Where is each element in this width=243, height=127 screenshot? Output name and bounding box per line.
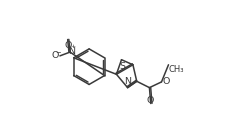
Text: −: − <box>55 50 61 56</box>
Text: N: N <box>124 77 131 86</box>
Text: O: O <box>146 96 154 105</box>
Text: CH₃: CH₃ <box>169 65 184 74</box>
Text: O: O <box>52 51 59 60</box>
Text: O: O <box>162 77 170 86</box>
Text: N: N <box>68 47 75 56</box>
Text: S: S <box>119 62 125 71</box>
Text: +: + <box>70 44 75 49</box>
Text: O: O <box>65 41 72 50</box>
